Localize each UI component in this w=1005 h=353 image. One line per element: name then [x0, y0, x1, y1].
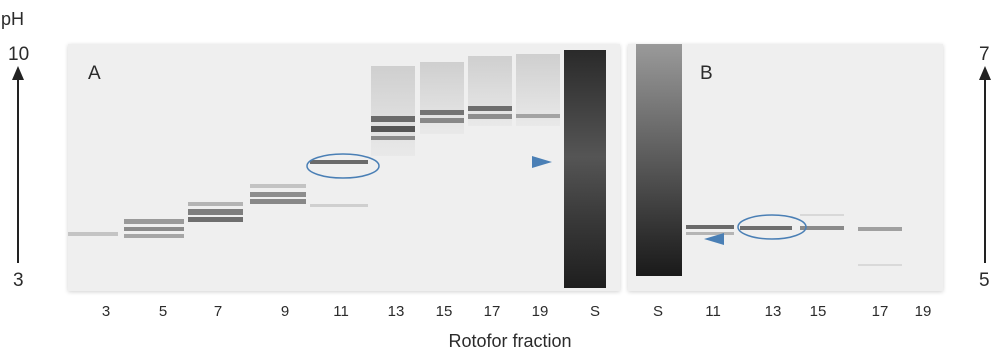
band [310, 204, 368, 207]
panel-b-label: B [700, 63, 713, 84]
gel-panel-b: B [628, 44, 943, 291]
band [250, 199, 306, 204]
lane-label: 19 [531, 303, 549, 320]
band [124, 227, 184, 231]
lane-label: 17 [483, 303, 501, 320]
lane-label: 11 [705, 303, 721, 320]
band [310, 160, 368, 164]
panel-a-label: A [88, 63, 101, 84]
ph-axis-label: pH [1, 9, 25, 29]
arrowhead-marker [704, 233, 724, 245]
band [686, 232, 734, 235]
x-axis-label: Rotofor fraction [448, 331, 572, 351]
lane-label: 13 [387, 303, 405, 320]
band [686, 225, 734, 229]
band [188, 202, 243, 206]
right-ph-arrow [979, 66, 991, 263]
gel-panel-a: A [68, 44, 620, 291]
band [371, 116, 415, 122]
right-scale-top: 7 [979, 44, 990, 65]
gel-a-bands [68, 50, 606, 288]
lane-label: 19 [914, 303, 932, 320]
band [124, 234, 184, 238]
band [420, 118, 464, 123]
lane-label: 15 [435, 303, 453, 320]
lane-label: 11 [333, 303, 349, 320]
right-scale-bottom: 5 [979, 270, 990, 291]
gel-b-bands [636, 44, 902, 276]
band [188, 217, 243, 222]
lane-label: 13 [764, 303, 782, 320]
lane-label: S [652, 303, 664, 320]
band [68, 232, 118, 236]
band [800, 226, 844, 230]
lane-label: 17 [871, 303, 889, 320]
lane-label: 3 [101, 303, 111, 320]
band [858, 264, 902, 266]
band [188, 209, 243, 215]
lane-label: 9 [280, 303, 290, 320]
band [468, 106, 512, 111]
smear [420, 62, 464, 134]
smear [371, 66, 415, 156]
circled-band [306, 153, 380, 179]
band [516, 114, 560, 118]
band [250, 184, 306, 188]
band [858, 227, 902, 231]
band [740, 226, 792, 230]
band [124, 219, 184, 224]
band [371, 136, 415, 140]
lane-label: 7 [213, 303, 223, 320]
arrowhead-marker [532, 156, 552, 168]
lane-label: 15 [809, 303, 827, 320]
band [420, 110, 464, 115]
left-scale-top: 10 [8, 44, 30, 65]
band [371, 126, 415, 132]
lane-label: S [589, 303, 601, 320]
standard-lane [636, 44, 682, 276]
circled-band [737, 214, 807, 240]
band [250, 192, 306, 197]
left-scale-bottom: 3 [13, 270, 24, 291]
band [468, 114, 512, 119]
band [800, 214, 844, 216]
standard-lane [564, 50, 606, 288]
left-ph-arrow [12, 66, 24, 263]
lane-label: 5 [158, 303, 168, 320]
